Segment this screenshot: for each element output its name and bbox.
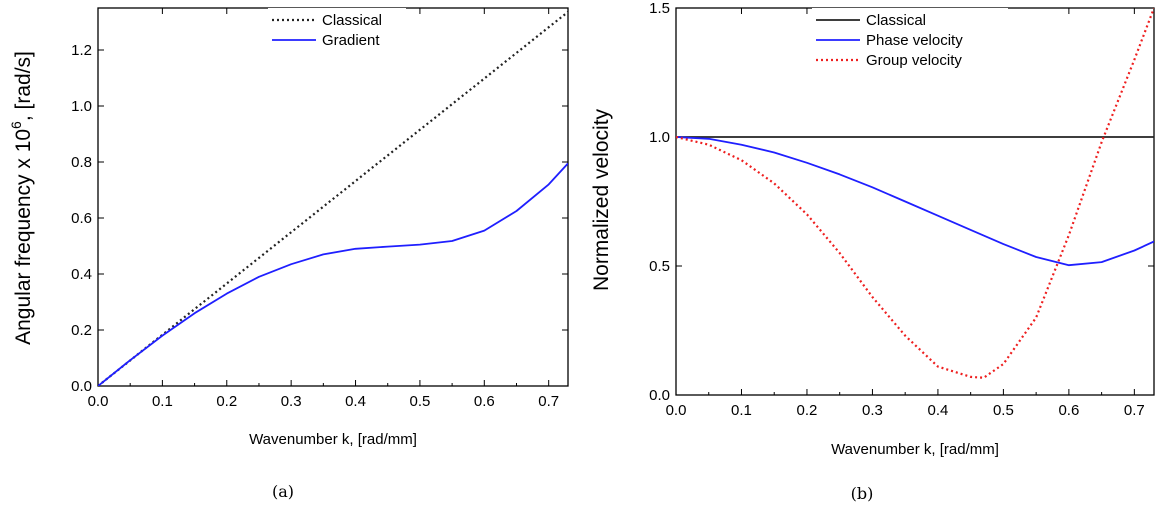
y-tick-label: 0.0	[649, 387, 670, 404]
y-tick-label: 1.0	[649, 129, 670, 146]
legend-entry: Group velocity	[866, 52, 962, 69]
x-tick-label: 0.5	[409, 393, 430, 410]
y-tick-label: 1.5	[649, 0, 670, 17]
legend-box	[268, 8, 406, 54]
legend-entry: Classical	[866, 12, 926, 29]
legend-entry: Phase velocity	[866, 32, 963, 49]
series-line-classical	[98, 11, 568, 386]
legend: Classical Gradient	[268, 8, 406, 54]
legend-box	[812, 8, 1008, 74]
x-axis-label: Wavenumber k, [rad/mm]	[831, 441, 999, 458]
x-axis-label: Wavenumber k, [rad/mm]	[249, 431, 417, 448]
y-tick-label: 0.0	[71, 378, 92, 395]
y-axis-label-main: Angular frequency x 10	[12, 129, 35, 345]
chart-panel-1: 0.0 0.1 0.2 0.3 0.4 0.5 0.6 0.7 0.0 0.5 1.0 1.5 Wave…	[590, 0, 1155, 503]
x-tick-label: 0.2	[216, 393, 237, 410]
y-tick-label: 0.6	[71, 210, 92, 227]
x-tick-label: 0.3	[281, 393, 302, 410]
chart-panel-0: 0.0 0.1 0.2 0.3 0.4 0.5 0.6 0.7 0.0 0.2 0.4 0.6 0.8 1…	[8, 7, 569, 501]
x-tick-label: 0.5	[993, 402, 1014, 419]
y-tick-label: 0.8	[71, 154, 92, 171]
y-tick-label: 0.5	[649, 258, 670, 275]
panel-caption: (b)	[851, 484, 874, 503]
y-axis-label-unit: , [rad/s]	[12, 51, 35, 121]
y-axis-label-exponent: 6	[8, 121, 24, 129]
x-tick-label: 0.0	[666, 402, 687, 419]
legend-entry: Classical	[322, 12, 382, 29]
x-tick-label: 0.4	[927, 402, 948, 419]
x-tick-label: 0.6	[474, 393, 495, 410]
series-line-group-velocity	[676, 8, 1154, 379]
series-line-gradient	[98, 162, 568, 386]
x-tick-label: 0.7	[538, 393, 559, 410]
x-tick-label: 0.3	[862, 402, 883, 419]
y-axis-label: Normalized velocity	[590, 108, 613, 291]
x-tick-label: 0.6	[1058, 402, 1079, 419]
x-tick-label: 0.1	[152, 393, 173, 410]
series-line-phase-velocity	[676, 136, 1154, 267]
x-tick-label: 0.2	[797, 402, 818, 419]
y-tick-label: 0.4	[71, 266, 92, 283]
y-tick-label: 0.2	[71, 322, 92, 339]
legend-entry: Gradient	[322, 32, 380, 49]
x-tick-label: 0.0	[88, 393, 109, 410]
x-tick-label: 0.7	[1124, 402, 1145, 419]
panel-caption: (a)	[272, 482, 294, 501]
legend: Classical Phase velocity Group velocity	[812, 8, 1008, 74]
x-tick-label: 0.1	[731, 402, 752, 419]
x-tick-label: 0.4	[345, 393, 366, 410]
y-axis-label: Angular frequency x 106, [rad/s]	[8, 51, 35, 345]
y-tick-label: 1.2	[71, 42, 92, 59]
y-tick-label: 1.0	[71, 98, 92, 115]
